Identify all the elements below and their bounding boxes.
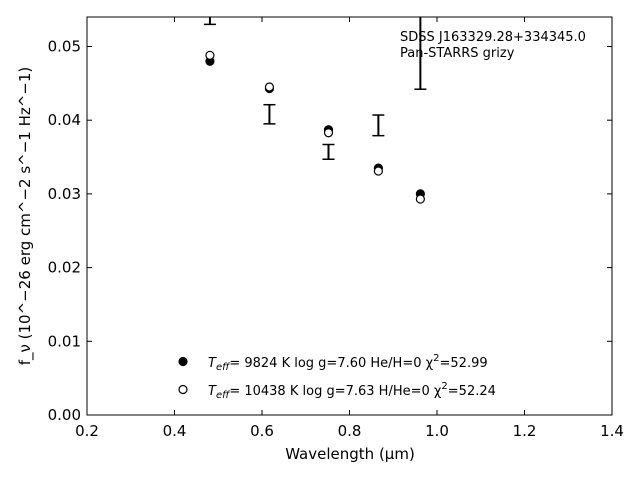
annotation-line-2: Pan-STARRS grizy (400, 46, 515, 61)
legend-label: Teff= 10438 K log g=7.63 H/He=0 χ2=52.24 (208, 381, 496, 401)
model-point-open (373, 166, 383, 176)
y-tick-label: 0.02 (48, 259, 81, 277)
observed-errorbars (203, 17, 427, 160)
model-points (205, 50, 425, 204)
axis-ticks: 0.2 0.4 0.6 0.8 1.0 1.2 1.4 0.00 0.01 0.02 0.03 0.0… (48, 17, 624, 440)
y-axis-label: f_ν (10^−26 erg cm^−2 s^−1 Hz^−1) (16, 67, 35, 366)
observed-errorbar (203, 17, 216, 26)
observed-errorbar (322, 143, 335, 160)
x-tick-label: 0.6 (250, 422, 274, 440)
y-tick-label: 0.01 (48, 332, 81, 350)
x-axis-label: Wavelength (μm) (285, 445, 415, 463)
observed-errorbar (263, 103, 276, 125)
y-tick-label: 0.03 (48, 185, 81, 203)
model-point-open (415, 194, 425, 204)
legend-label: Teff= 9824 K log g=7.60 He/H=0 χ2=52.99 (208, 353, 488, 373)
x-tick-label: 1.2 (513, 422, 537, 440)
x-tick-label: 1.4 (600, 422, 624, 440)
observed-errorbar (372, 114, 385, 137)
y-tick-label: 0.00 (48, 406, 81, 424)
x-tick-label: 0.4 (163, 422, 187, 440)
observed-errorbar (414, 17, 427, 90)
legend-entry: Teff= 10438 K log g=7.63 H/He=0 χ2=52.24 (178, 381, 496, 401)
x-tick-label: 1.0 (425, 422, 449, 440)
model-point-open (264, 82, 275, 92)
annotation-line-1: SDSS J163329.28+334345.0 (400, 30, 586, 45)
x-tick-label: 0.2 (75, 422, 99, 440)
legend-marker-filled (178, 356, 188, 367)
annotation: SDSS J163329.28+334345.0 Pan-STARRS griz… (400, 30, 586, 61)
model-point-open (205, 50, 215, 60)
x-tick-label: 0.8 (338, 422, 362, 440)
legend-marker-open (178, 384, 188, 395)
y-tick-label: 0.05 (48, 37, 81, 55)
model-point-open (323, 128, 334, 138)
plot-frame (86, 16, 613, 416)
legend-entry: Teff= 9824 K log g=7.60 He/H=0 χ2=52.99 (178, 353, 488, 373)
y-tick-label: 0.04 (48, 111, 81, 129)
legend: Teff= 9824 K log g=7.60 He/H=0 χ2=52.99 T… (178, 353, 496, 401)
